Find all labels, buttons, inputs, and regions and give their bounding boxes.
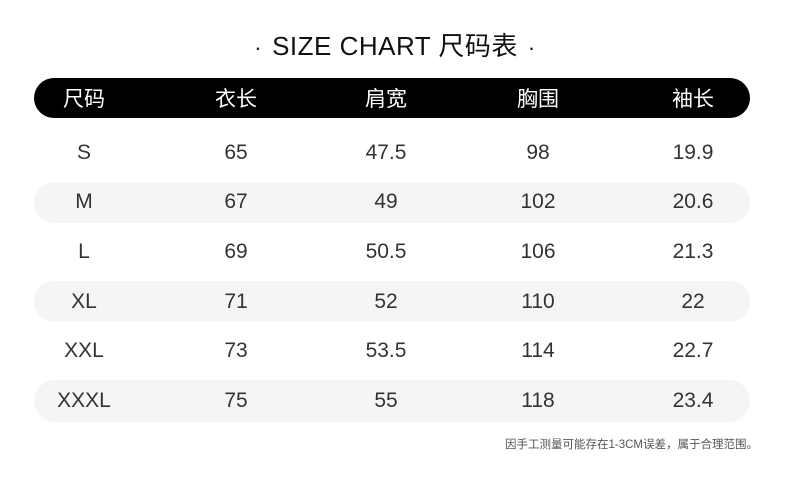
- table-cell: 19.9: [672, 140, 714, 164]
- title-text: SIZE CHART 尺码表: [272, 31, 518, 61]
- header-cell: 胸围: [517, 88, 559, 111]
- header-cell: 衣长: [215, 88, 257, 111]
- measurement-note: 因手工测量可能存在1-3CM误差，属于合理范围。: [504, 439, 758, 451]
- table-cell: 110: [521, 289, 555, 313]
- table-cell: 67: [224, 190, 248, 214]
- table-cell: XL: [71, 289, 97, 313]
- table-cell: 50.5: [365, 239, 407, 263]
- table-cell: 73: [224, 339, 248, 363]
- row-stripe: [34, 280, 750, 323]
- table-cell: 47.5: [365, 140, 407, 164]
- title-dot-left: ·: [254, 35, 263, 61]
- table-cell: 53.5: [365, 339, 407, 363]
- table-cell: 21.3: [672, 239, 714, 263]
- table-cell: S: [76, 140, 92, 164]
- table-cell: 23.4: [672, 388, 714, 412]
- table-cell: 114: [521, 339, 555, 363]
- table-cell: 71: [224, 289, 248, 313]
- row-stripe: [34, 181, 750, 224]
- table-row: S 65 47.5 98 19.9: [34, 128, 750, 178]
- table-row: XL 71 52 110 22: [34, 277, 750, 327]
- row-stripe: [34, 379, 750, 422]
- table-cell: 22.7: [672, 339, 714, 363]
- table-cell: 98: [526, 140, 550, 164]
- table-cell: 75: [224, 388, 248, 412]
- table-cell: 49: [374, 190, 398, 214]
- table-cell: 118: [521, 388, 555, 412]
- table-header: 尺码 衣长 肩宽 胸围 袖长: [34, 78, 750, 118]
- table-cell: L: [78, 239, 90, 263]
- table-row: L 69 50.5 106 21.3: [34, 227, 750, 277]
- page-title: · SIZE CHART 尺码表 ·: [0, 26, 790, 63]
- table-cell: XXL: [64, 339, 104, 363]
- table-cell: 20.6: [672, 190, 714, 214]
- table-cell: 55: [374, 388, 398, 412]
- table-cell: M: [75, 190, 93, 214]
- title-dot-right: ·: [527, 35, 536, 61]
- table-cell: 102: [520, 190, 556, 214]
- table-cell: 69: [224, 239, 248, 263]
- table-row: XXL 73 53.5 114 22.7: [34, 326, 750, 376]
- table-cell: 106: [520, 239, 556, 263]
- size-table: 尺码 衣长 肩宽 胸围 袖长 S 65 47.5 98 19.9 M 67 49 102 20.6…: [34, 78, 750, 426]
- table-cell: 52: [374, 289, 398, 313]
- table-cell: XXXL: [57, 388, 111, 412]
- header-cell: 袖长: [672, 88, 714, 111]
- table-cell: 65: [224, 140, 248, 164]
- header-cell: 肩宽: [365, 88, 407, 111]
- table-row: M 67 49 102 20.6: [34, 178, 750, 228]
- table-cell: 22: [681, 289, 705, 313]
- header-cell: 尺码: [63, 88, 105, 111]
- table-row: XXXL 75 55 118 23.4: [34, 376, 750, 426]
